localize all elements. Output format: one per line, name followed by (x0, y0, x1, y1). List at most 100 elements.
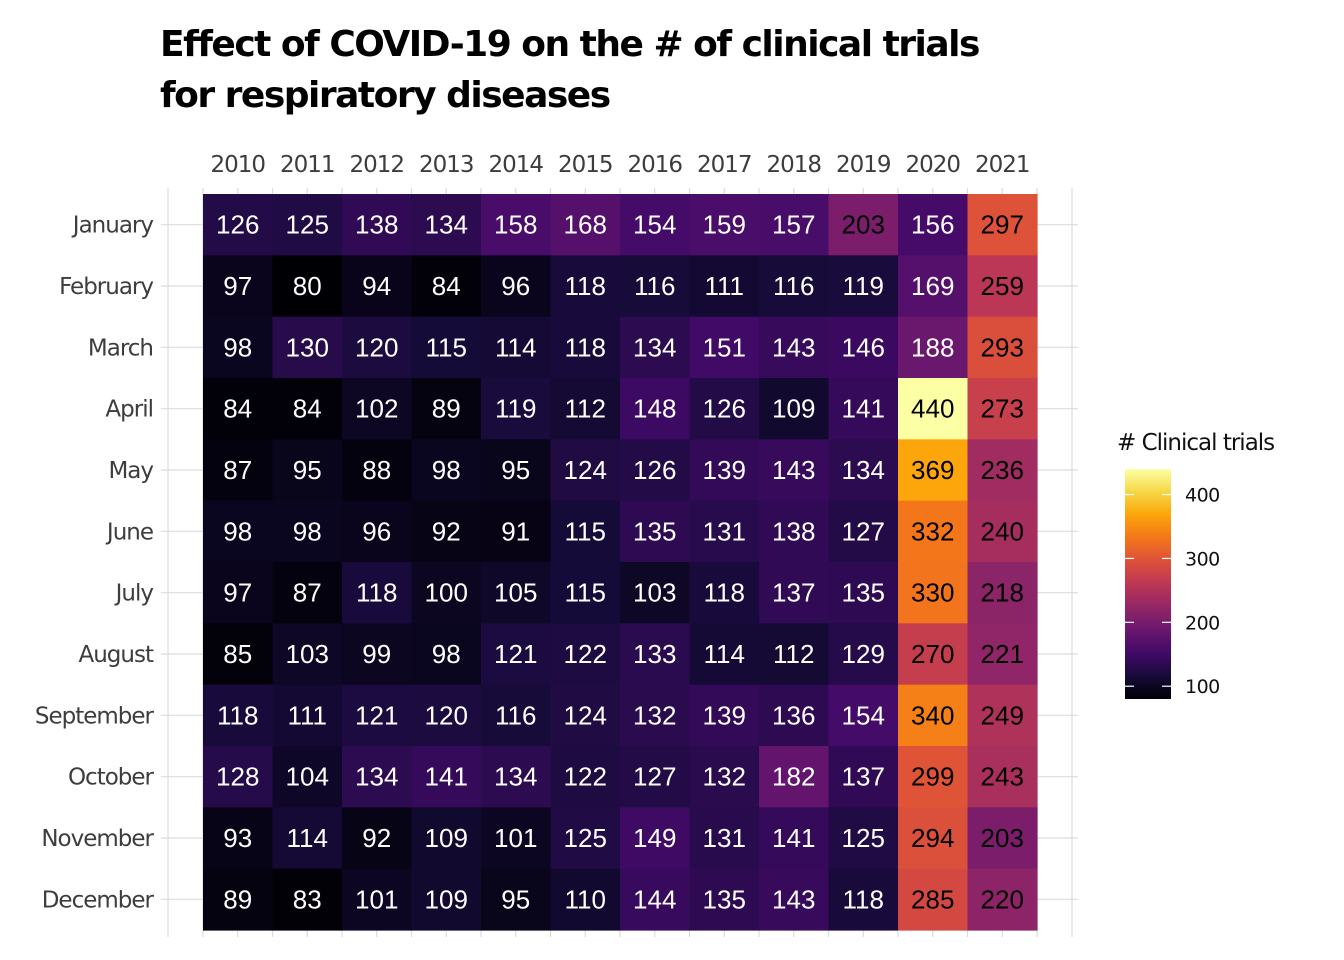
heatmap-cell (620, 807, 691, 870)
cell-value-label: 137 (842, 762, 885, 792)
heatmap-cell (967, 868, 1038, 931)
cell-value-label: 139 (703, 700, 746, 730)
cell-value-label: 102 (355, 394, 398, 424)
y-tick-label: February (59, 274, 153, 300)
cell-value-label: 103 (633, 578, 676, 608)
cell-value-label: 221 (981, 639, 1024, 669)
heatmap-cell (967, 746, 1038, 808)
cell-value-label: 112 (565, 394, 606, 424)
cell-value-label: 109 (772, 394, 815, 424)
cell-value-label: 98 (223, 516, 252, 546)
heatmap-cell (203, 623, 274, 686)
cell-value-label: 115 (565, 516, 606, 546)
cell-value-label: 119 (495, 394, 536, 424)
cell-value-label: 104 (286, 762, 329, 792)
y-tick-label: June (105, 519, 153, 545)
heatmap-cell (689, 868, 760, 931)
heatmap-cell (481, 500, 552, 563)
cell-value-label: 92 (432, 516, 461, 546)
heatmap-cell (203, 562, 274, 624)
cell-value-label: 143 (772, 884, 815, 914)
cell-value-label: 294 (911, 823, 954, 853)
cell-value-label: 95 (501, 455, 530, 485)
cell-value-label: 114 (495, 332, 536, 362)
heatmap-cell (203, 316, 274, 379)
cell-value-label: 101 (494, 823, 537, 853)
cell-value-label: 135 (842, 578, 885, 608)
heatmap-cell (550, 868, 621, 931)
cell-value-label: 111 (287, 700, 327, 730)
heatmap-cell (689, 807, 760, 870)
heatmap-cell (828, 746, 899, 808)
y-axis: January February March April May June July Augu… (35, 213, 156, 914)
cell-value-label: 297 (981, 210, 1024, 240)
heatmap-cell (342, 255, 413, 318)
heatmap-cell (203, 378, 274, 440)
heatmap-cell (203, 807, 274, 870)
heatmap-cell (689, 194, 760, 256)
heatmap-cell (620, 684, 691, 747)
cell-value-label: 139 (703, 455, 746, 485)
heatmap-cell (342, 807, 413, 870)
heatmap-cell (481, 684, 552, 747)
heatmap-cell (411, 868, 482, 931)
cell-value-label: 158 (494, 210, 537, 240)
heatmap-cell (759, 807, 830, 870)
cell-value-label: 116 (634, 271, 675, 301)
y-tick-label: October (68, 765, 155, 791)
cell-value-label: 93 (223, 823, 252, 853)
cell-value-label: 116 (773, 271, 814, 301)
heatmap-cell (620, 562, 691, 624)
legend-title: # Clinical trials (1117, 430, 1274, 456)
heatmap-cell (411, 807, 482, 870)
heatmap-cell (967, 562, 1038, 624)
x-tick-label: 2017 (697, 152, 752, 178)
heatmap-cell (481, 439, 552, 502)
heatmap-cell (828, 378, 899, 440)
cell-value-label: 92 (362, 823, 391, 853)
heatmap-cell (550, 316, 621, 379)
cell-value-label: 332 (911, 516, 954, 546)
cell-value-label: 157 (772, 210, 815, 240)
cell-value-label: 125 (564, 823, 607, 853)
legend-colorbar (1125, 469, 1171, 699)
heatmap-cell (759, 439, 830, 502)
heatmap-tiles (203, 194, 1038, 931)
cell-value-label: 169 (911, 271, 954, 301)
cell-value-label: 111 (704, 271, 744, 301)
cell-value-label: 168 (564, 210, 607, 240)
heatmap-cell (411, 623, 482, 686)
heatmap-cell (759, 194, 830, 256)
heatmap-cell (550, 194, 621, 256)
heatmap-cell (342, 378, 413, 440)
heatmap-cell (967, 194, 1038, 256)
y-tick-label: January (71, 213, 154, 239)
cell-value-label: 96 (362, 516, 391, 546)
heatmap-cell (828, 684, 899, 747)
x-tick-label: 2014 (488, 152, 543, 178)
cell-value-label: 121 (494, 639, 537, 669)
heatmap-cell (828, 439, 899, 502)
cell-value-label: 125 (286, 210, 329, 240)
heatmap-cell (967, 439, 1038, 502)
heatmap-cell (272, 623, 343, 686)
cell-value-label: 85 (223, 639, 252, 669)
heatmap-cell (689, 316, 760, 379)
cell-value-label: 95 (501, 884, 530, 914)
chart-title: Effect of COVID-19 on the # of clinical … (160, 24, 981, 116)
cell-value-label: 141 (842, 394, 885, 424)
heatmap-cell (828, 255, 899, 318)
cell-value-label: 127 (633, 762, 676, 792)
heatmap-cell (203, 684, 274, 747)
heatmap-cell (342, 684, 413, 747)
cell-value-label: 143 (772, 332, 815, 362)
cell-value-label: 119 (843, 271, 884, 301)
legend-tick-label: 400 (1185, 485, 1220, 507)
heatmap-cell (620, 746, 691, 808)
cell-value-label: 122 (564, 762, 607, 792)
cell-value-label: 112 (773, 639, 814, 669)
heatmap-cell (411, 194, 482, 256)
heatmap-cell (689, 684, 760, 747)
y-tick-label: April (105, 397, 153, 423)
